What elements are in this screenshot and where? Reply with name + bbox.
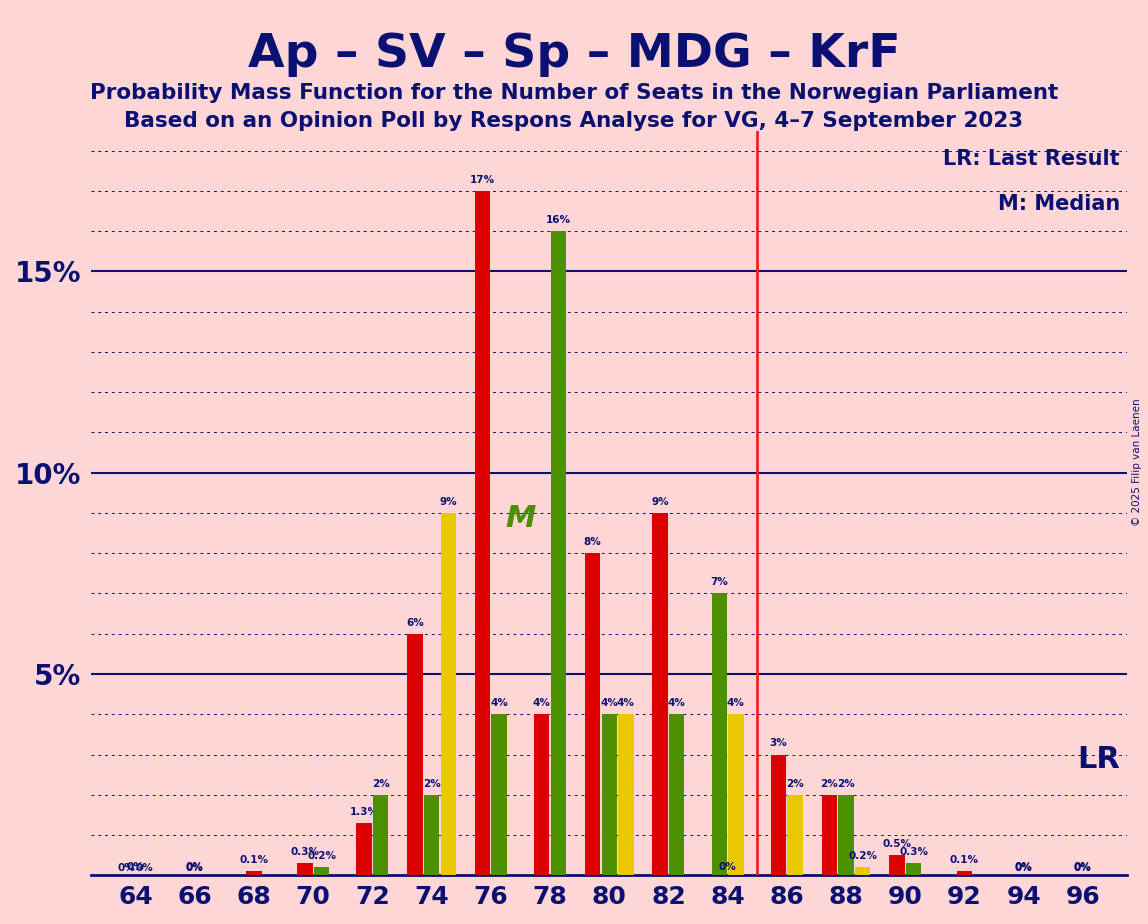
Text: Ap – SV – Sp – MDG – KrF: Ap – SV – Sp – MDG – KrF [248,32,900,78]
Text: 4%: 4% [533,699,551,708]
Bar [441,513,456,875]
Bar [669,714,684,875]
Text: 0.1%: 0.1% [949,856,979,865]
Text: 0.2%: 0.2% [307,851,336,861]
Bar [491,714,506,875]
Bar [247,871,262,875]
Text: 2%: 2% [422,779,441,789]
Text: 3%: 3% [769,738,788,748]
Bar [838,795,854,875]
Bar [408,634,422,875]
Bar [534,714,550,875]
Bar [618,714,634,875]
Bar [906,863,921,875]
Text: 1.3%: 1.3% [350,807,379,817]
Bar [475,191,490,875]
Bar [890,855,905,875]
Text: 0%: 0% [186,863,203,873]
Text: 4%: 4% [490,699,509,708]
Text: Based on an Opinion Poll by Respons Analyse for VG, 4–7 September 2023: Based on an Opinion Poll by Respons Anal… [124,111,1024,131]
Text: 0.2%: 0.2% [848,851,877,861]
Text: M: M [505,505,536,533]
Text: 4%: 4% [668,699,685,708]
Bar [313,868,329,875]
Text: 0%: 0% [118,863,135,873]
Text: 0.1%: 0.1% [240,856,269,865]
Text: 16%: 16% [545,215,571,225]
Text: 0%: 0% [1075,863,1092,873]
Bar [855,868,870,875]
Text: 0%: 0% [1075,862,1092,872]
Text: © 2025 Filip van Laenen: © 2025 Filip van Laenen [1132,398,1142,526]
Text: LR: Last Result: LR: Last Result [944,149,1120,169]
Text: 0.3%: 0.3% [899,847,928,857]
Bar [356,823,372,875]
Text: M: Median: M: Median [998,194,1120,213]
Text: 0%: 0% [719,862,737,872]
Text: 2%: 2% [821,779,838,789]
Bar [788,795,802,875]
Text: 2%: 2% [372,779,389,789]
Bar [602,714,616,875]
Text: 9%: 9% [440,497,457,507]
Text: 0.3%: 0.3% [290,847,319,857]
Text: 0%: 0% [135,863,154,873]
Text: 4%: 4% [616,699,635,708]
Text: 9%: 9% [651,497,669,507]
Bar [822,795,837,875]
Bar [297,863,312,875]
Bar [424,795,440,875]
Text: 4%: 4% [600,699,618,708]
Bar [712,593,727,875]
Bar [585,553,600,875]
Text: 2%: 2% [786,779,804,789]
Text: 0%: 0% [1015,862,1032,872]
Text: 2%: 2% [837,779,855,789]
Bar [728,714,744,875]
Bar [652,513,668,875]
Text: 6%: 6% [406,617,424,627]
Text: 0%: 0% [126,862,145,872]
Bar [770,755,786,875]
Text: 0%: 0% [186,862,203,872]
Text: 0.5%: 0.5% [883,839,912,849]
Bar [956,871,972,875]
Bar [373,795,388,875]
Text: 8%: 8% [584,537,602,547]
Text: 0%: 0% [1015,863,1032,873]
Text: 4%: 4% [727,699,745,708]
Bar [551,231,566,875]
Text: LR: LR [1077,745,1120,774]
Text: 17%: 17% [470,175,495,185]
Text: Probability Mass Function for the Number of Seats in the Norwegian Parliament: Probability Mass Function for the Number… [90,83,1058,103]
Text: 7%: 7% [711,578,728,588]
